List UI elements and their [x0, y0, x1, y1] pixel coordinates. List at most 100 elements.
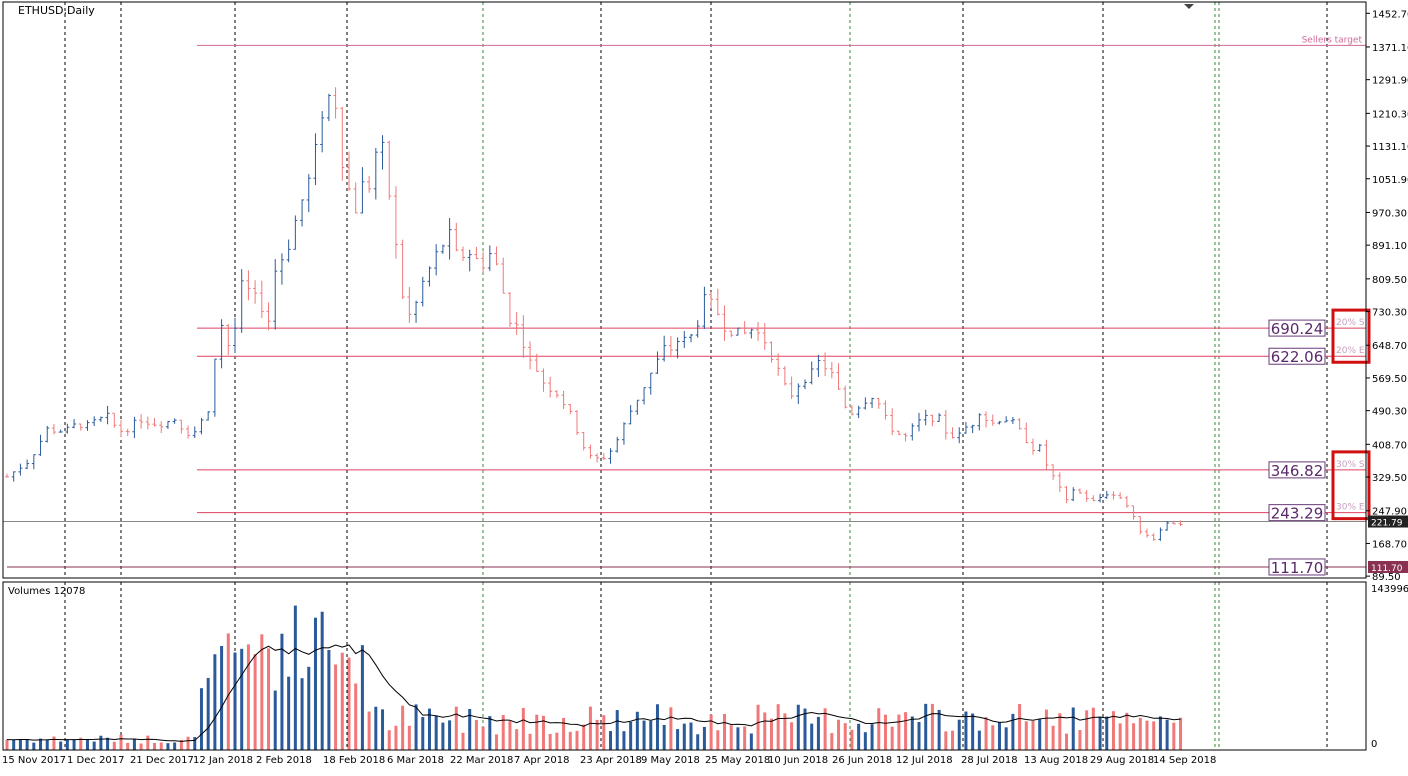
volume-bar: [434, 715, 438, 750]
volume-bar: [441, 722, 445, 750]
volume-bar: [226, 633, 230, 750]
price-pane-frame: [2, 1, 1367, 579]
volume-bar: [159, 742, 163, 750]
volume-bar: [59, 741, 63, 750]
volume-bar: [354, 683, 358, 750]
volume-bar: [481, 726, 485, 750]
volume-bar: [173, 742, 177, 750]
volume-bar: [39, 738, 43, 750]
volume-pane-frame: [2, 581, 1367, 751]
level-price-label: 622.06: [1271, 348, 1324, 366]
volume-bar: [1138, 717, 1142, 750]
volume-bar: [1085, 710, 1089, 750]
date-label: 13 Aug 2018: [1024, 755, 1088, 766]
volume-bar: [588, 706, 592, 750]
volume-bar: [65, 739, 69, 750]
price-tick-label: 970.30: [1372, 208, 1407, 219]
volume-bar: [273, 690, 277, 750]
volume-bar: [126, 742, 130, 750]
volume-bar: [555, 732, 559, 750]
date-label: 28 Jul 2018: [961, 755, 1018, 766]
level-price-box: [1268, 504, 1326, 522]
volume-bar: [769, 718, 773, 750]
volume-bar: [917, 722, 921, 750]
volume-bar: [1024, 721, 1028, 750]
volume-bar: [602, 715, 606, 750]
date-label: 6 Mar 2018: [387, 755, 444, 766]
volume-bar: [924, 703, 928, 750]
volume-bar: [220, 645, 224, 750]
volume-bar: [763, 712, 767, 750]
volume-bar: [1044, 709, 1048, 750]
volume-bar: [723, 713, 727, 750]
volume-bar: [823, 708, 827, 750]
volume-bar: [12, 739, 16, 750]
price-bars: [5, 87, 1183, 542]
volume-bar: [655, 704, 659, 750]
volume-bar: [495, 734, 499, 750]
volume-bar: [18, 739, 22, 750]
volume-bar: [166, 743, 170, 750]
volume-bar: [857, 723, 861, 750]
volume-bar: [649, 721, 653, 750]
volume-bar: [997, 721, 1001, 750]
volume-bar: [1038, 718, 1042, 750]
volume-bar: [984, 717, 988, 750]
volume-bar: [340, 652, 344, 750]
volume-bar: [300, 678, 304, 750]
volume-bar: [622, 731, 626, 750]
volume-bar: [253, 654, 257, 750]
zone-box: [1331, 308, 1371, 364]
grid-lines: [64, 2, 1328, 750]
volume-bar: [863, 732, 867, 750]
date-label: 29 Aug 2018: [1090, 755, 1154, 766]
date-label: 21 Dec 2017: [130, 755, 194, 766]
volume-bar: [1132, 723, 1136, 750]
volume-bar: [468, 708, 472, 750]
volume-bar: [112, 741, 116, 750]
volume-bar: [904, 712, 908, 750]
volume-bar: [327, 650, 331, 750]
volume-bar: [1058, 713, 1062, 750]
volume-bar: [1051, 725, 1055, 750]
volume-bar: [716, 730, 720, 750]
volume-bar: [414, 704, 418, 750]
volume-bar: [146, 735, 150, 750]
price-tick-label: 1051.90: [1372, 175, 1408, 186]
price-tick-label: 1210.30: [1372, 109, 1408, 120]
volume-bar: [119, 734, 123, 750]
volume-bar: [689, 722, 693, 750]
level-tag: 20% E: [1336, 346, 1365, 356]
volume-bar: [749, 733, 753, 750]
volume-bar: [347, 657, 351, 750]
volume-bar: [488, 716, 492, 750]
date-label: 2 Feb 2018: [256, 755, 312, 766]
volume-bar: [682, 723, 686, 750]
volume-bar: [582, 724, 586, 750]
volume-bar: [246, 644, 250, 750]
date-label: 15 Nov 2017: [2, 755, 66, 766]
volume-bar: [629, 721, 633, 750]
price-tick-label: 1452.70: [1372, 9, 1408, 20]
volume-bar: [240, 648, 244, 750]
volume-bar: [1118, 723, 1122, 750]
volume-bars: [5, 605, 1183, 750]
volume-bar: [1179, 717, 1183, 750]
volume-bar: [233, 652, 237, 750]
volume-bar: [153, 742, 157, 750]
volume-bar: [562, 717, 566, 750]
volume-bar: [609, 731, 613, 750]
level-price-box: [1268, 347, 1326, 365]
reference-lines: Sellers target 690.24 20% S 622.06 20% E 346.…: [3, 35, 1408, 577]
current-price-tag: [1368, 515, 1408, 528]
volume-bar: [280, 633, 284, 750]
volume-bar: [776, 704, 780, 750]
price-tick-label: 730.30: [1372, 308, 1407, 319]
volume-bar: [307, 666, 311, 750]
volume-bar: [387, 730, 391, 750]
date-label: 10 Jun 2018: [768, 755, 828, 766]
axis-tag-111: [1368, 560, 1408, 573]
volume-bar: [702, 726, 706, 750]
level-tag: 30% E: [1336, 503, 1365, 513]
